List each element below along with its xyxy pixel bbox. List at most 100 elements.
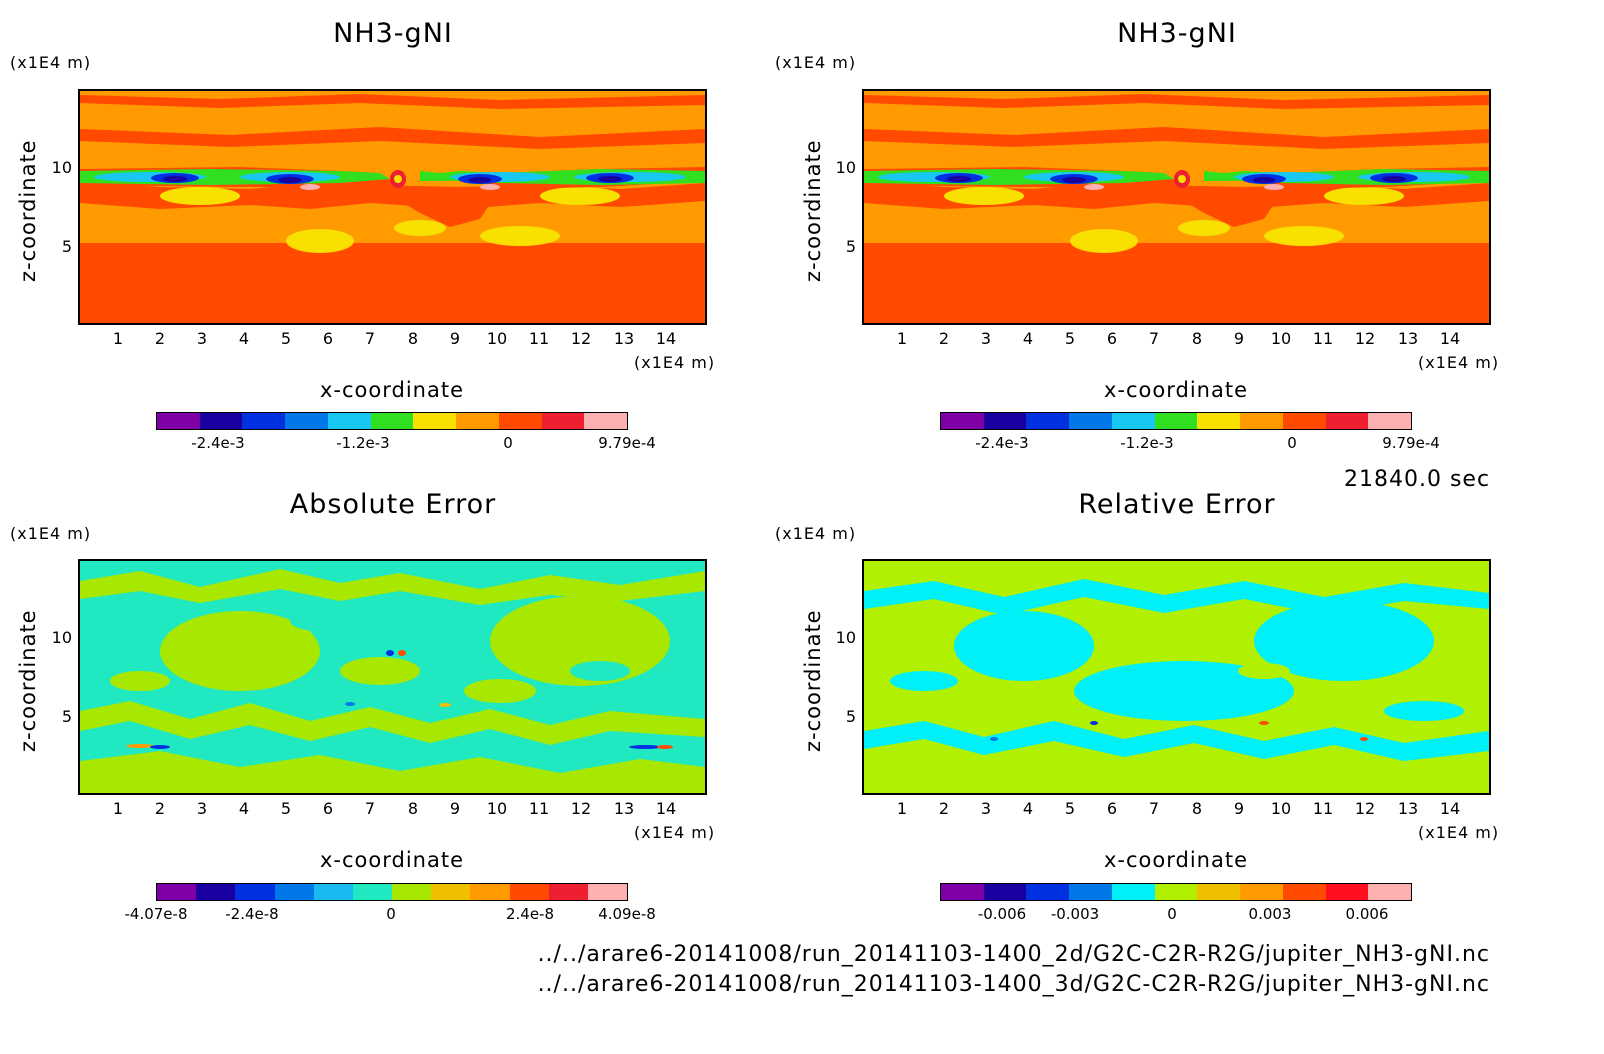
colorbar-swatch [431, 884, 471, 900]
panel3-title: Absolute Error [289, 489, 497, 520]
panel1-x-unit: (x1E4 m) [634, 353, 716, 372]
colorbar-swatch [1069, 413, 1112, 429]
colorbar-swatch [498, 413, 542, 429]
panel1-colorbar-tick: -1.2e-3 [336, 434, 390, 452]
panel4-title: Relative Error [1078, 489, 1276, 520]
panel2-xtick: 5 [1064, 329, 1076, 348]
panel3-xtick: 13 [613, 799, 635, 818]
colorbar-swatch [1197, 413, 1241, 429]
panel3-x-unit: (x1E4 m) [634, 823, 716, 842]
panel1-xtick: 1 [112, 329, 124, 348]
panel4-xtick: 14 [1439, 799, 1461, 818]
panel2-xtick: 13 [1397, 329, 1419, 348]
panel4-xtick: 3 [980, 799, 992, 818]
colorbar-swatch [1282, 413, 1326, 429]
panel1-xtick: 11 [528, 329, 550, 348]
panel4-plot [862, 559, 1491, 795]
panel3-y-unit: (x1E4 m) [10, 524, 92, 543]
panel2-xtick: 2 [938, 329, 950, 348]
panel1-ytick-10: 10 [51, 158, 72, 177]
panel4-xtick: 2 [938, 799, 950, 818]
colorbar-swatch [941, 413, 984, 429]
panel1-ytick-5: 5 [61, 237, 72, 256]
panel2-xtick: 4 [1022, 329, 1034, 348]
colorbar-swatch [470, 884, 510, 900]
panel4-colorbar-tick: -0.006 [977, 905, 1027, 923]
panel3-x-axis-label: x-coordinate [319, 848, 465, 872]
colorbar-swatch [157, 413, 200, 429]
panel2-x-axis-label: x-coordinate [1103, 378, 1249, 402]
panel3-ytick-5: 5 [61, 707, 72, 726]
panel3-xtick: 12 [570, 799, 592, 818]
panel3-xtick: 9 [449, 799, 461, 818]
panel2-xtick: 3 [980, 329, 992, 348]
panel4-xtick: 13 [1397, 799, 1419, 818]
colorbar-swatch [548, 884, 588, 900]
panel3-xtick: 4 [238, 799, 250, 818]
panel1-y-unit: (x1E4 m) [10, 53, 92, 72]
panel3-colorbar-tick: 0 [386, 905, 396, 923]
panel4-colorbar [940, 883, 1412, 901]
colorbar-swatch [1282, 884, 1326, 900]
panel3-xtick: 5 [280, 799, 292, 818]
panel3-colorbar-tick: -2.4e-8 [225, 905, 279, 923]
colorbar-swatch [983, 884, 1027, 900]
panel2-x-unit: (x1E4 m) [1418, 353, 1500, 372]
colorbar-swatch [1325, 884, 1369, 900]
panel2-xtick: 11 [1312, 329, 1334, 348]
panel3-xtick: 1 [112, 799, 124, 818]
panel3-xtick: 10 [486, 799, 508, 818]
panel4-colorbar-tick: -0.003 [1050, 905, 1100, 923]
colorbar-swatch [413, 413, 457, 429]
colorbar-swatch [509, 884, 549, 900]
colorbar-swatch [327, 413, 371, 429]
panel2-xtick: 10 [1270, 329, 1292, 348]
colorbar-swatch [242, 413, 286, 429]
panel3-colorbar-tick: 2.4e-8 [505, 905, 555, 923]
panel2-y-unit: (x1E4 m) [775, 53, 857, 72]
colorbar-swatch [1154, 413, 1198, 429]
colorbar-swatch [285, 413, 328, 429]
colorbar-swatch [587, 884, 628, 900]
panel2-colorbar [940, 412, 1412, 430]
panel4-y-unit: (x1E4 m) [775, 524, 857, 543]
panel4-xtick: 7 [1148, 799, 1160, 818]
panel3-xtick: 11 [528, 799, 550, 818]
colorbar-swatch [1197, 884, 1241, 900]
panel3-xtick: 8 [407, 799, 419, 818]
panel4-ytick-5: 5 [845, 707, 856, 726]
time-label: 21840.0 sec [1344, 467, 1491, 492]
panel1-colorbar-tick: 9.79e-4 [598, 434, 656, 452]
panel3-colorbar-tick: 4.09e-8 [598, 905, 656, 923]
panel2-title: NH3-gNI [1117, 18, 1237, 49]
colorbar-swatch [1154, 884, 1198, 900]
panel4-colorbar-tick: 0 [1167, 905, 1177, 923]
panel4-x-unit: (x1E4 m) [1418, 823, 1500, 842]
panel1-xtick: 2 [154, 329, 166, 348]
panel1-xtick: 12 [570, 329, 592, 348]
panel2-colorbar-tick: 9.79e-4 [1382, 434, 1440, 452]
panel2-colorbar-tick: -2.4e-3 [975, 434, 1029, 452]
panel2-xtick: 7 [1148, 329, 1160, 348]
file-path-2d: ../../arare6-20141008/run_20141103-1400_… [537, 942, 1490, 967]
panel2-xtick: 12 [1354, 329, 1376, 348]
panel2-xtick: 14 [1439, 329, 1461, 348]
panel1-colorbar-tick: 0 [503, 434, 513, 452]
colorbar-swatch [1240, 413, 1283, 429]
panel4-y-axis-label: z-coordinate [801, 609, 825, 752]
panel3-xtick: 7 [364, 799, 376, 818]
panel4-colorbar-tick: 0.003 [1248, 905, 1292, 923]
panel1-xtick: 3 [196, 329, 208, 348]
colorbar-swatch [274, 884, 314, 900]
panel4-ytick-10: 10 [835, 628, 856, 647]
panel3-colorbar [156, 883, 628, 901]
panel3-plot [78, 559, 707, 795]
panel3-xtick: 2 [154, 799, 166, 818]
panel1-colorbar [156, 412, 628, 430]
panel4-xtick: 12 [1354, 799, 1376, 818]
colorbar-swatch [456, 413, 499, 429]
panel2-y-axis-label: z-coordinate [801, 139, 825, 282]
panel2-plot [862, 89, 1491, 325]
colorbar-swatch [541, 413, 585, 429]
colorbar-swatch [1240, 884, 1283, 900]
